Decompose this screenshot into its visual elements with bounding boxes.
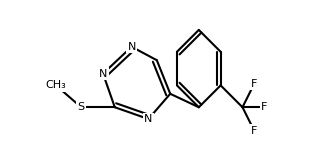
Text: F: F — [261, 102, 268, 112]
Text: F: F — [251, 79, 258, 89]
Text: F: F — [251, 126, 258, 136]
Text: CH₃: CH₃ — [46, 80, 66, 90]
Text: N: N — [144, 114, 153, 124]
Text: S: S — [78, 102, 85, 112]
Text: N: N — [99, 69, 107, 79]
Text: N: N — [128, 42, 136, 52]
